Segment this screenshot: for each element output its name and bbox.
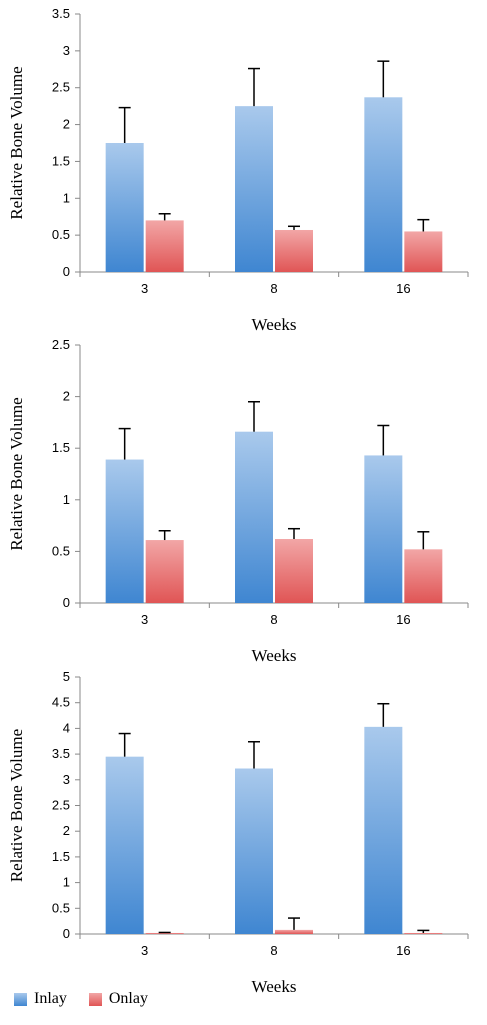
y-tick-label: 0 — [63, 264, 70, 279]
y-tick-label: 2.5 — [52, 798, 70, 813]
bar-onlay-8 — [275, 539, 313, 603]
bar-inlay-16 — [364, 97, 403, 272]
chart-3: 0 0.5 1 1.5 2 2.5 3 3.5 4 4.5 5 3 8 16 Weeks Relative B… — [7, 669, 469, 996]
bar-onlay-8 — [275, 229, 313, 272]
legend-item-onlay: Onlay — [88, 990, 148, 1008]
x-tick-label: 3 — [141, 612, 148, 627]
y-tick-label: 0.5 — [52, 543, 70, 558]
bar-inlay-3 — [105, 143, 144, 272]
bar-inlay-16 — [364, 455, 403, 603]
bar-inlay-8 — [235, 106, 273, 273]
legend-item-inlay: Inlay — [14, 990, 67, 1008]
x-tick-label: 8 — [270, 281, 277, 296]
y-tick-label: 0 — [63, 926, 70, 941]
y-tick-label: 0.5 — [52, 900, 70, 915]
y-tick-label: 0.5 — [52, 227, 70, 242]
x-tick-label: 8 — [270, 943, 277, 958]
legend-label-onlay: Onlay — [108, 990, 148, 1007]
x-tick-label: 3 — [141, 281, 148, 296]
x-tick-label: 8 — [270, 612, 277, 627]
y-axis-title: Relative Bone Volume — [7, 397, 26, 550]
y-tick-label: 1.5 — [52, 153, 70, 168]
y-tick-label: 3.5 — [52, 746, 70, 761]
y-tick-label: 1.5 — [52, 849, 70, 864]
y-tick-label: 2 — [63, 823, 70, 838]
bar-inlay-3 — [105, 459, 144, 603]
y-tick-label: 2.5 — [52, 80, 70, 95]
bar-inlay-16 — [364, 726, 403, 934]
bar-onlay-3 — [145, 540, 184, 603]
y-axis-title: Relative Bone Volume — [7, 729, 26, 882]
x-tick-label: 16 — [396, 612, 410, 627]
y-tick-label: 5 — [63, 669, 70, 684]
legend-swatch-inlay — [14, 992, 27, 1006]
y-tick-label: 1.5 — [52, 440, 70, 455]
y-tick-label: 0 — [63, 595, 70, 610]
bar-onlay-16 — [404, 932, 443, 934]
y-tick-label: 3.5 — [52, 6, 70, 21]
bar-onlay-3 — [145, 220, 184, 272]
y-tick-label: 2.5 — [52, 337, 70, 352]
y-tick-label: 1 — [63, 492, 70, 507]
x-axis-title: Weeks — [252, 977, 297, 996]
y-tick-label: 3 — [63, 43, 70, 58]
legend: Inlay Onlay — [14, 990, 170, 1008]
y-tick-label: 2 — [63, 389, 70, 404]
bar-onlay-3 — [145, 932, 184, 934]
chart-1: 0 0.5 1 1.5 2 2.5 3 3.5 3 8 16 Weeks Relative Bone V… — [7, 6, 469, 334]
x-axis-title: Weeks — [252, 315, 297, 334]
x-tick-label: 16 — [396, 281, 410, 296]
y-tick-label: 3 — [63, 772, 70, 787]
bar-inlay-3 — [105, 756, 144, 934]
legend-swatch-onlay — [88, 992, 102, 1006]
x-axis-title: Weeks — [252, 646, 297, 665]
bar-inlay-8 — [235, 768, 273, 934]
y-tick-label: 4 — [63, 720, 70, 735]
legend-label-inlay: Inlay — [34, 990, 67, 1007]
y-tick-label: 1 — [63, 875, 70, 890]
y-axis-title: Relative Bone Volume — [7, 66, 26, 219]
chart-2: 0 0.5 1 1.5 2 2.5 3 8 16 Weeks Relative Bone Volum… — [7, 337, 469, 665]
y-tick-label: 4.5 — [52, 695, 70, 710]
x-tick-label: 3 — [141, 943, 148, 958]
bar-onlay-8 — [275, 929, 313, 934]
bar-onlay-16 — [404, 231, 443, 272]
bar-inlay-8 — [235, 431, 273, 603]
y-tick-label: 2 — [63, 117, 70, 132]
y-tick-label: 1 — [63, 190, 70, 205]
bar-onlay-16 — [404, 549, 443, 603]
x-tick-label: 16 — [396, 943, 410, 958]
